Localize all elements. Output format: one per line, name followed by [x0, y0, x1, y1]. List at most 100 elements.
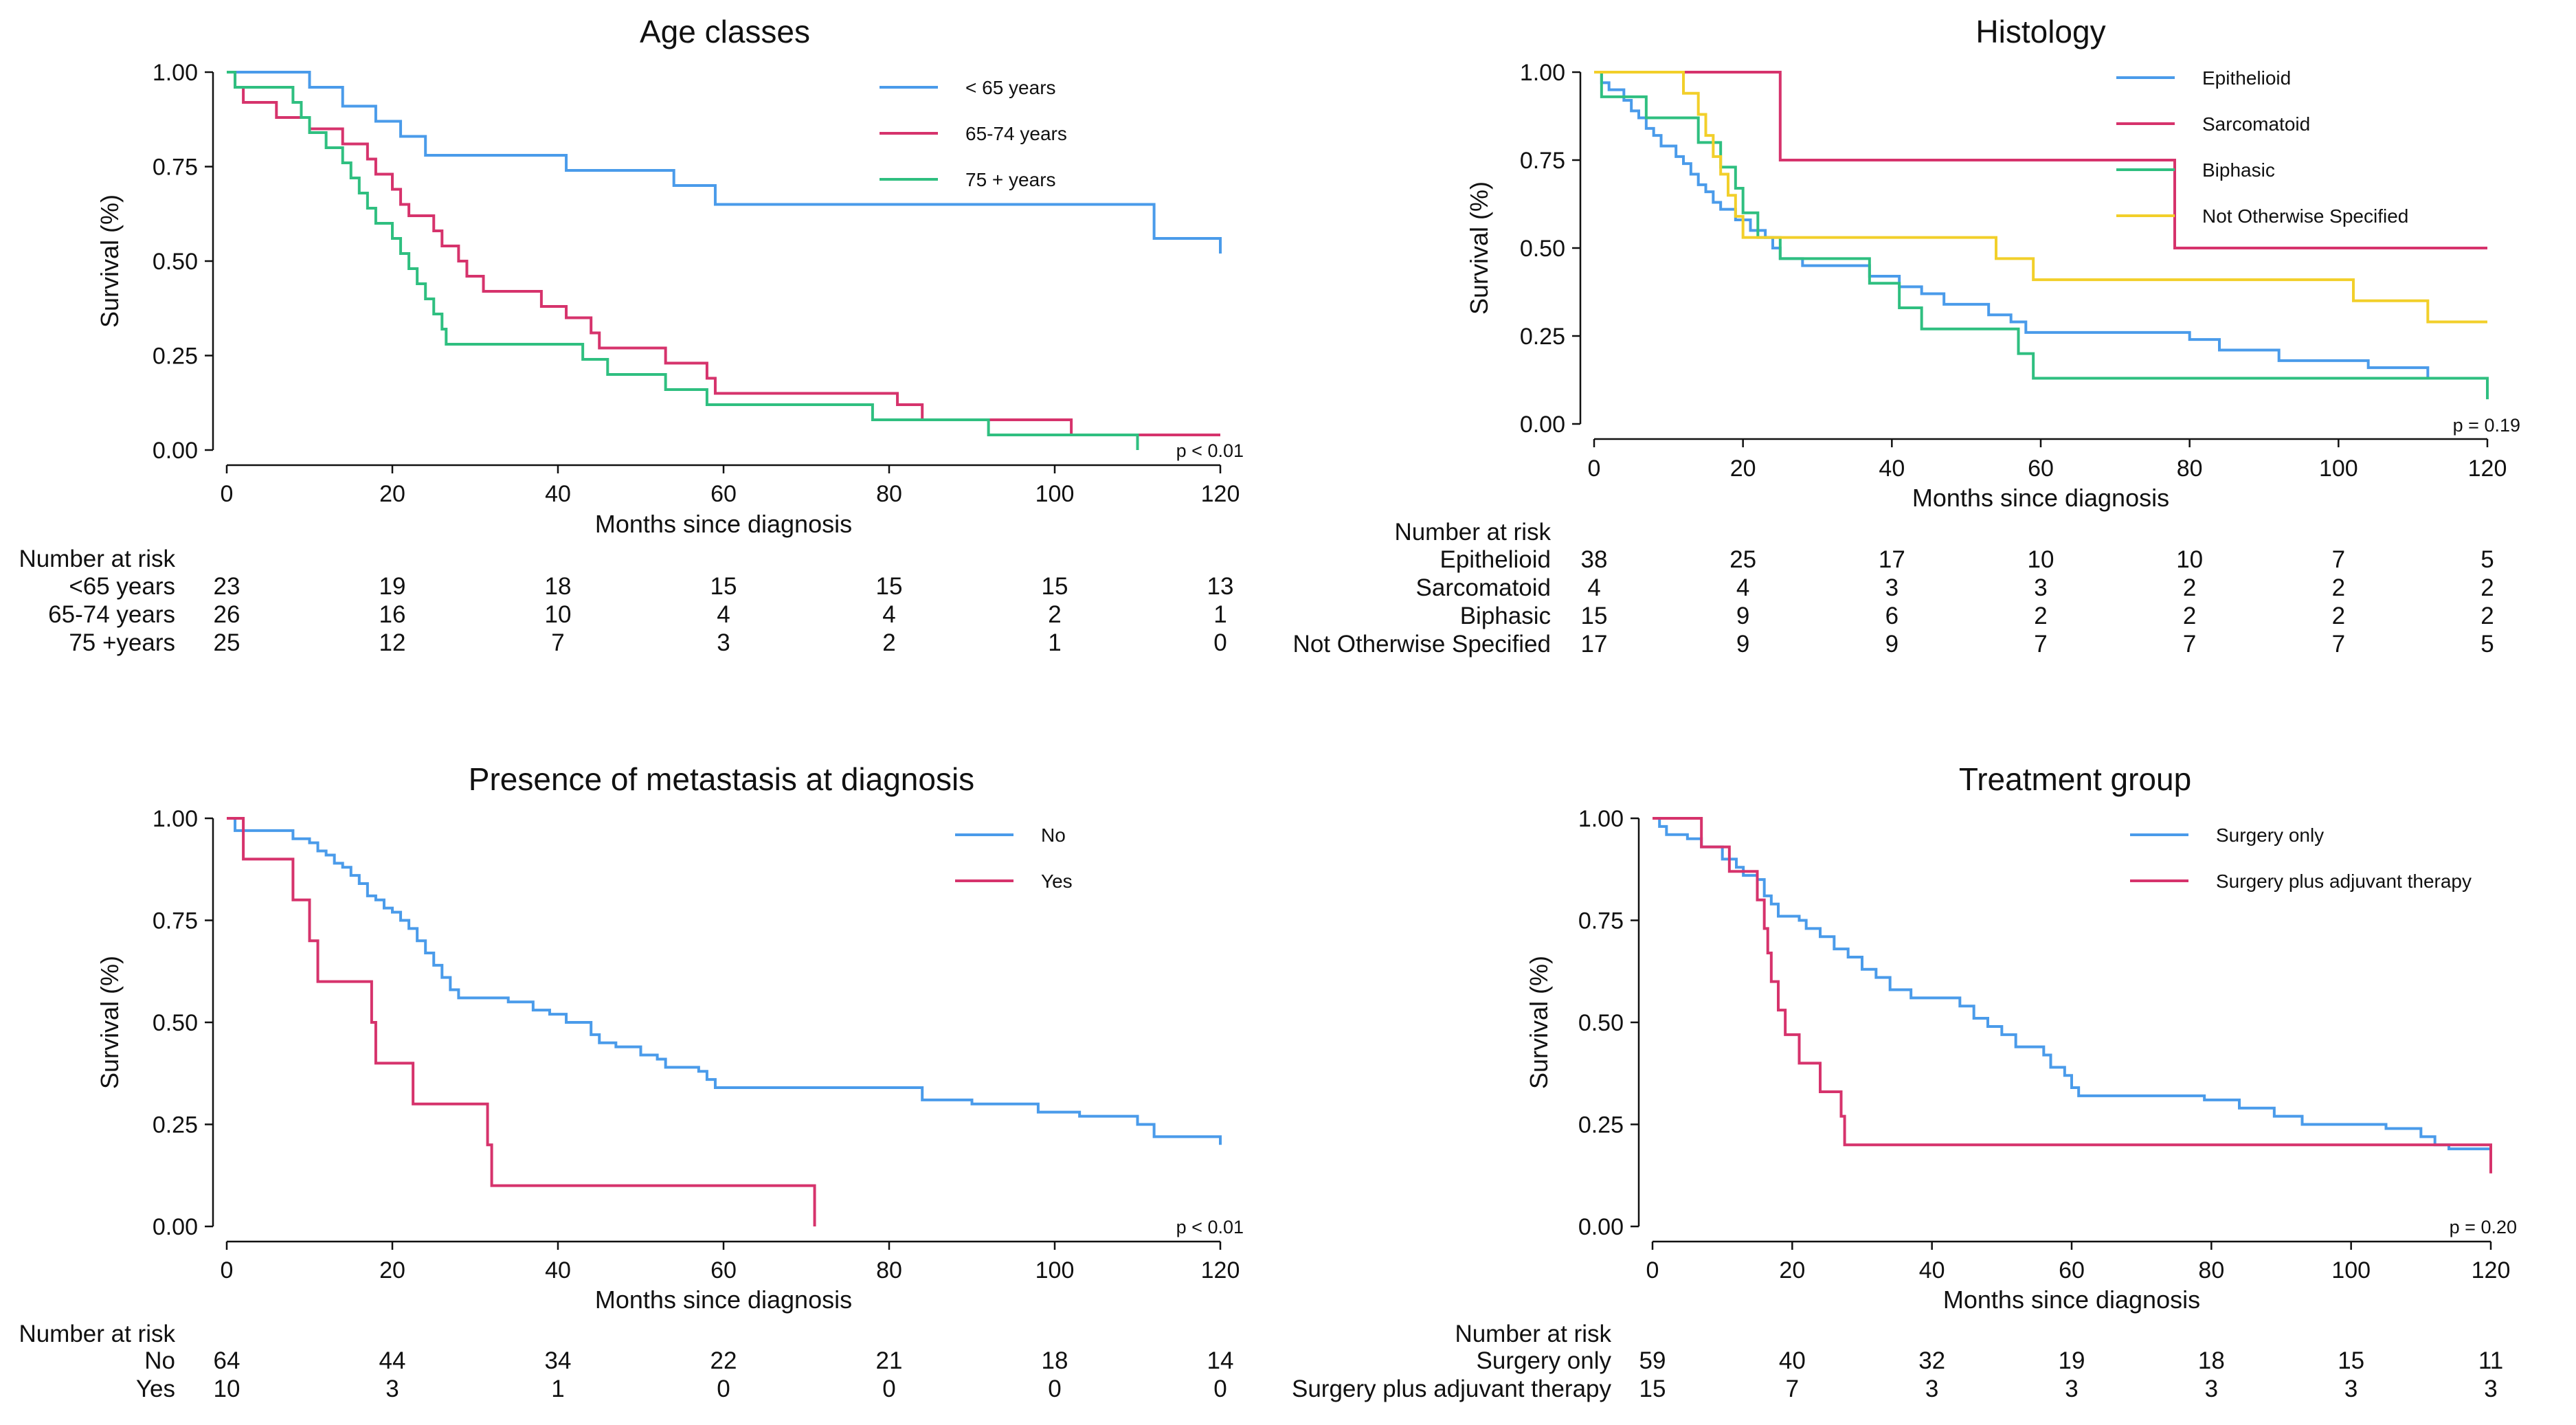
risk-count: 3 — [2344, 1376, 2357, 1402]
risk-count: 4 — [1736, 574, 1749, 601]
risk-count: 2 — [1048, 601, 1061, 628]
y-tick-label: 0.00 — [153, 438, 198, 464]
legend-label: Epithelioid — [2202, 67, 2291, 89]
x-tick-label: 80 — [2198, 1257, 2224, 1283]
x-tick-label: 0 — [1646, 1257, 1659, 1283]
y-tick-label: 0.50 — [1520, 236, 1565, 262]
y-tick-label: 0.50 — [1578, 1010, 1624, 1036]
risk-row-label: Epithelioid — [1440, 546, 1552, 573]
x-tick-label: 80 — [876, 481, 902, 507]
survival-curve-sarcomatoid — [1594, 71, 2487, 249]
survival-curve-yes — [227, 817, 816, 1226]
risk-count: 12 — [379, 629, 406, 656]
survival-curve-not-otherwise-specified — [1594, 71, 2487, 324]
risk-count: 17 — [1879, 546, 1905, 573]
risk-count: 34 — [545, 1347, 572, 1374]
risk-count: 2 — [2034, 603, 2047, 629]
risk-count: 13 — [1207, 573, 1234, 600]
risk-count: 21 — [876, 1347, 903, 1374]
x-axis-label: Months since diagnosis — [595, 1286, 852, 1314]
legend-label: < 65 years — [965, 77, 1056, 98]
risk-row-label: Not Otherwise Specified — [1293, 631, 1551, 658]
risk-count: 2 — [2183, 574, 2196, 601]
risk-count: 4 — [1587, 574, 1600, 601]
y-tick-label: 1.00 — [1578, 806, 1624, 832]
legend-label: No — [1041, 824, 1066, 846]
risk-row-label: Yes — [136, 1376, 175, 1402]
x-tick-label: 20 — [1730, 456, 1756, 482]
risk-count: 1 — [1213, 601, 1227, 628]
legend-label: Surgery plus adjuvant therapy — [2216, 871, 2472, 892]
risk-count: 10 — [214, 1376, 240, 1402]
risk-count: 9 — [1736, 603, 1749, 629]
risk-count: 15 — [876, 573, 903, 600]
risk-count: 19 — [379, 573, 406, 600]
risk-row-label: 75 +years — [69, 629, 175, 656]
risk-count: 9 — [1736, 631, 1749, 658]
risk-count: 32 — [1918, 1347, 1945, 1374]
risk-count: 22 — [710, 1347, 737, 1374]
risk-count: 7 — [2332, 546, 2345, 573]
y-tick-label: 1.00 — [153, 60, 198, 86]
x-tick-label: 20 — [379, 481, 405, 507]
risk-count: 11 — [2478, 1347, 2503, 1374]
risk-count: 1 — [551, 1376, 564, 1402]
risk-count: 2 — [2332, 574, 2345, 601]
x-tick-label: 80 — [2177, 456, 2203, 482]
risk-count: 1 — [1048, 629, 1061, 656]
risk-count: 0 — [717, 1376, 730, 1402]
survival-curve-biphasic — [1594, 71, 2489, 400]
risk-count: 10 — [2028, 546, 2054, 573]
risk-table-header: Number at risk — [1455, 1321, 1611, 1347]
y-tick-label: 0.25 — [1520, 324, 1565, 350]
risk-count: 23 — [214, 573, 240, 600]
risk-count: 2 — [882, 629, 895, 656]
x-tick-label: 60 — [710, 1257, 737, 1283]
risk-count: 10 — [545, 601, 572, 628]
legend-label: 65-74 years — [965, 123, 1067, 144]
x-tick-label: 20 — [379, 1257, 405, 1283]
x-tick-label: 120 — [1201, 481, 1240, 507]
risk-count: 7 — [2034, 631, 2047, 658]
risk-count: 0 — [1048, 1376, 1061, 1402]
risk-count: 15 — [1639, 1376, 1666, 1402]
risk-row-label: No — [144, 1347, 175, 1374]
legend-label: Not Otherwise Specified — [2202, 205, 2408, 227]
x-tick-label: 120 — [2472, 1257, 2511, 1283]
legend-label: Yes — [1041, 871, 1073, 892]
y-tick-label: 0.75 — [1520, 148, 1565, 174]
risk-count: 38 — [1581, 546, 1608, 573]
x-tick-label: 20 — [1779, 1257, 1805, 1283]
risk-count: 44 — [379, 1347, 406, 1374]
x-tick-label: 0 — [221, 481, 234, 507]
legend-label: Sarcomatoid — [2202, 113, 2310, 135]
x-tick-label: 100 — [2319, 456, 2358, 482]
risk-count: 2 — [2480, 574, 2494, 601]
survival-curve-epithelioid — [1594, 71, 2487, 380]
risk-count: 15 — [1042, 573, 1068, 600]
x-tick-label: 100 — [2331, 1257, 2371, 1283]
risk-count: 0 — [882, 1376, 895, 1402]
risk-count: 18 — [1042, 1347, 1068, 1374]
risk-count: 25 — [214, 629, 240, 656]
x-tick-label: 40 — [545, 481, 571, 507]
risk-count: 7 — [1786, 1376, 1799, 1402]
risk-count: 3 — [717, 629, 730, 656]
x-tick-label: 80 — [876, 1257, 902, 1283]
survival-curve-65-74-years — [227, 71, 1220, 436]
y-tick-label: 0.25 — [1578, 1112, 1624, 1138]
risk-count: 4 — [882, 601, 895, 628]
risk-count: 4 — [717, 601, 730, 628]
risk-row-label: Sarcomatoid — [1416, 574, 1551, 601]
risk-count: 26 — [214, 601, 240, 628]
x-tick-label: 60 — [710, 481, 737, 507]
risk-table-header: Number at risk — [19, 1321, 175, 1347]
x-tick-label: 40 — [545, 1257, 571, 1283]
risk-count: 3 — [1885, 574, 1899, 601]
risk-row-label: Surgery plus adjuvant therapy — [1292, 1376, 1611, 1402]
risk-count: 18 — [2198, 1347, 2225, 1374]
survival-curve-no — [227, 817, 1222, 1145]
x-tick-label: 40 — [1879, 456, 1905, 482]
y-tick-label: 0.25 — [153, 1112, 198, 1138]
risk-count: 3 — [2034, 574, 2047, 601]
